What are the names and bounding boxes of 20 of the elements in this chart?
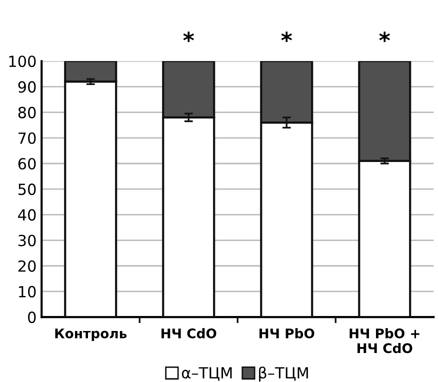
x-tick-label: Контроль — [55, 328, 127, 341]
y-tick-label: 10 — [18, 286, 36, 298]
y-tick-label: 70 — [18, 132, 36, 144]
x-tick-label: НЧ PbO — [260, 328, 314, 338]
y-tick-label: 90 — [18, 81, 36, 93]
y-tick-label: 0 — [28, 312, 36, 324]
text: * — [379, 32, 390, 42]
legend-label: α–ТЦМ — [182, 367, 232, 381]
y-tick-label: 60 — [18, 158, 36, 170]
text: * — [183, 32, 194, 42]
x-tick-label: НЧ PbO + НЧ CdO — [350, 328, 420, 354]
legend-label: β–ТЦМ — [259, 366, 308, 382]
x-tick-label: НЧ CdO — [162, 328, 216, 338]
y-tick-label: 30 — [18, 234, 36, 246]
y-tick-label: 20 — [18, 260, 36, 272]
y-tick-label: 50 — [18, 184, 36, 196]
y-tick-label: 100 — [9, 56, 36, 68]
y-tick-label: 80 — [18, 106, 36, 118]
y-tick-label: 40 — [18, 209, 36, 221]
text: * — [281, 32, 292, 42]
